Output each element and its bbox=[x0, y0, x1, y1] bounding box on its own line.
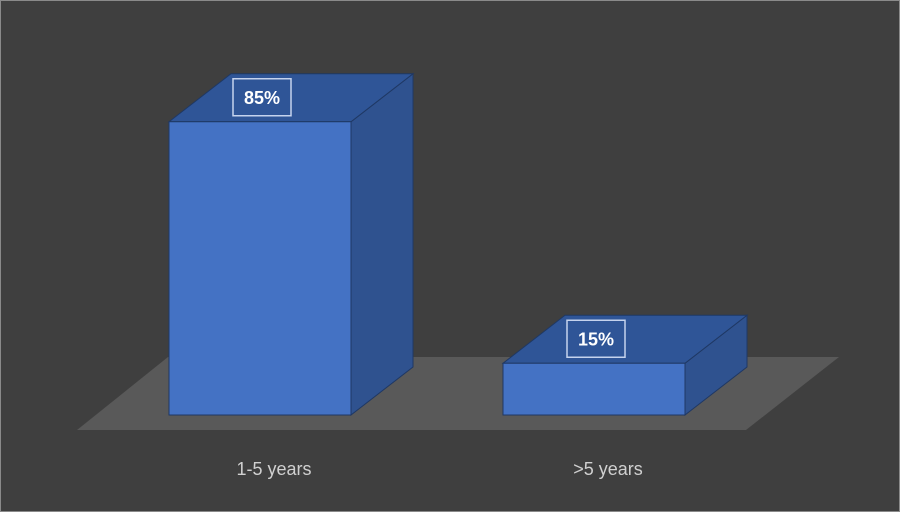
bar-1 bbox=[167, 72, 415, 417]
category-label: 1-5 years bbox=[236, 459, 311, 479]
bar-front-face bbox=[502, 362, 686, 416]
data-label: 15% bbox=[578, 329, 614, 349]
data-label: 85% bbox=[244, 88, 280, 108]
labels-layer: 85% 1-5 years 15% >5 years bbox=[232, 78, 643, 479]
category-label: >5 years bbox=[573, 459, 643, 479]
data-label-box bbox=[566, 319, 626, 358]
bar-front-face bbox=[168, 121, 352, 416]
bar-side-face bbox=[350, 72, 414, 417]
data-label-box bbox=[232, 78, 292, 117]
